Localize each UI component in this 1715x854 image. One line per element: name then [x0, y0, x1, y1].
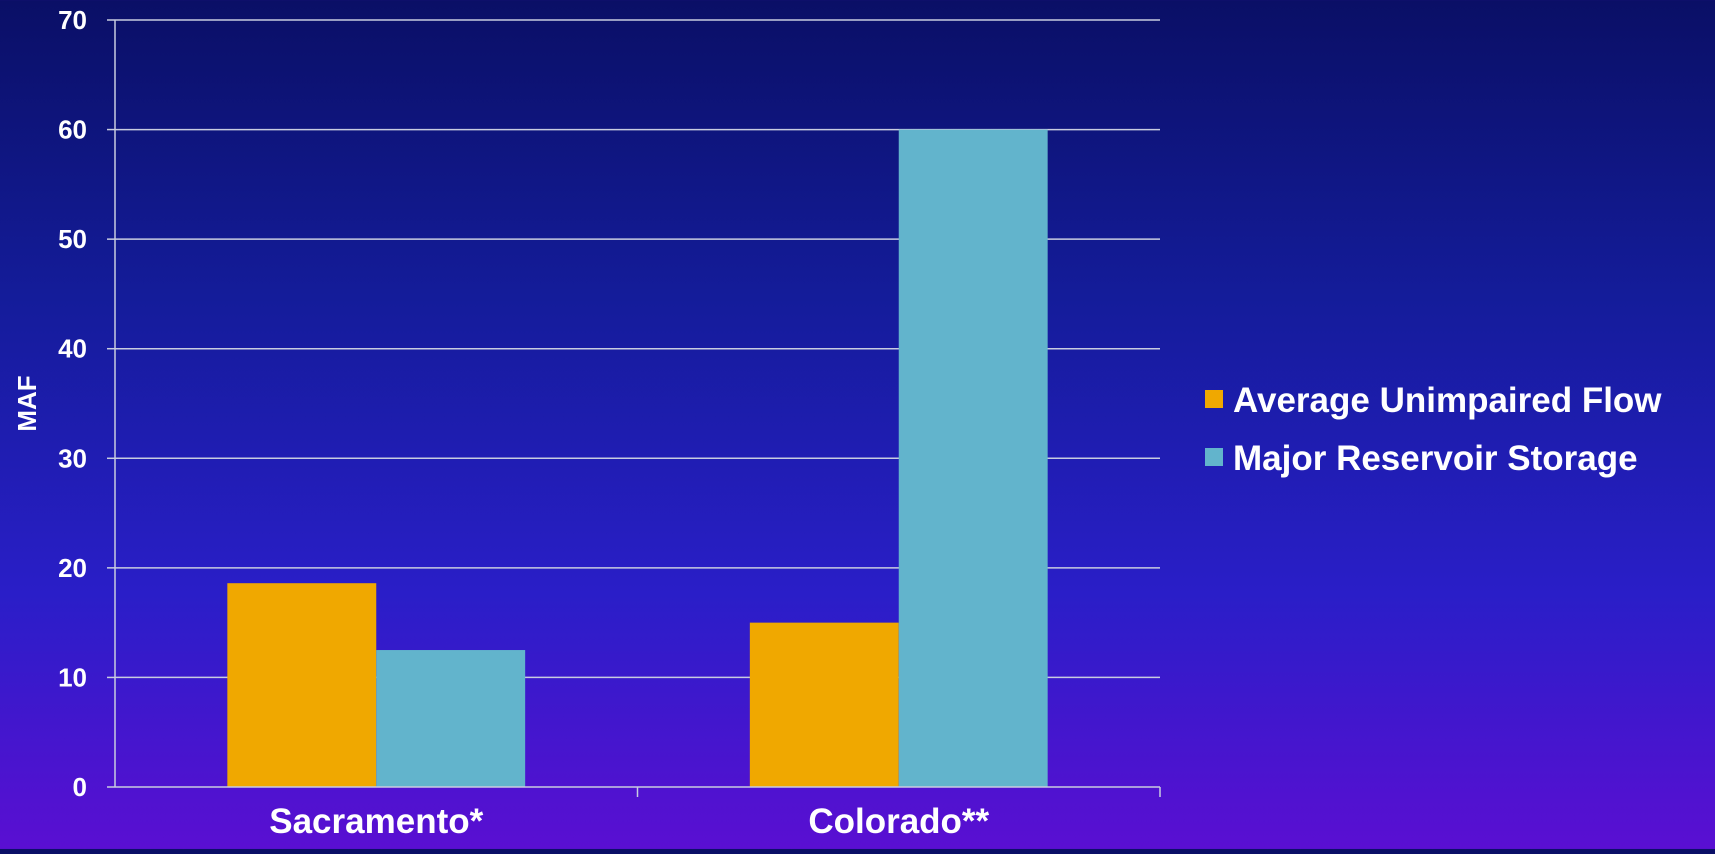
- y-tick-label: 10: [58, 662, 87, 692]
- bars: [227, 129, 1048, 788]
- y-tick-label: 60: [58, 115, 87, 145]
- y-axis-label: MAF: [12, 375, 42, 431]
- axis-labels: 0 10 20 30 40 50 60 70 Sacramento* Colorado** MAF: [12, 5, 990, 841]
- y-tick-label: 50: [58, 224, 87, 254]
- bar: [749, 622, 899, 787]
- y-tick-label: 20: [58, 553, 87, 583]
- x-tick-label: Sacramento*: [269, 802, 483, 841]
- bar: [898, 129, 1048, 788]
- y-tick-label: 0: [73, 772, 87, 802]
- y-tick-label: 70: [58, 5, 87, 35]
- bar: [227, 583, 377, 787]
- y-tick-label: 30: [58, 443, 87, 473]
- y-tick-label: 40: [58, 334, 87, 364]
- gridlines: [115, 19, 1160, 679]
- legend: Average Unimpaired Flow Major Reservoir S…: [1205, 381, 1662, 478]
- legend-label: Average Unimpaired Flow: [1233, 381, 1662, 420]
- legend-label: Major Reservoir Storage: [1233, 439, 1638, 478]
- legend-swatch: [1205, 390, 1223, 408]
- bar: [376, 650, 526, 787]
- x-tick-label: Colorado**: [808, 802, 989, 841]
- axes: [107, 19, 1161, 797]
- legend-swatch: [1205, 448, 1223, 466]
